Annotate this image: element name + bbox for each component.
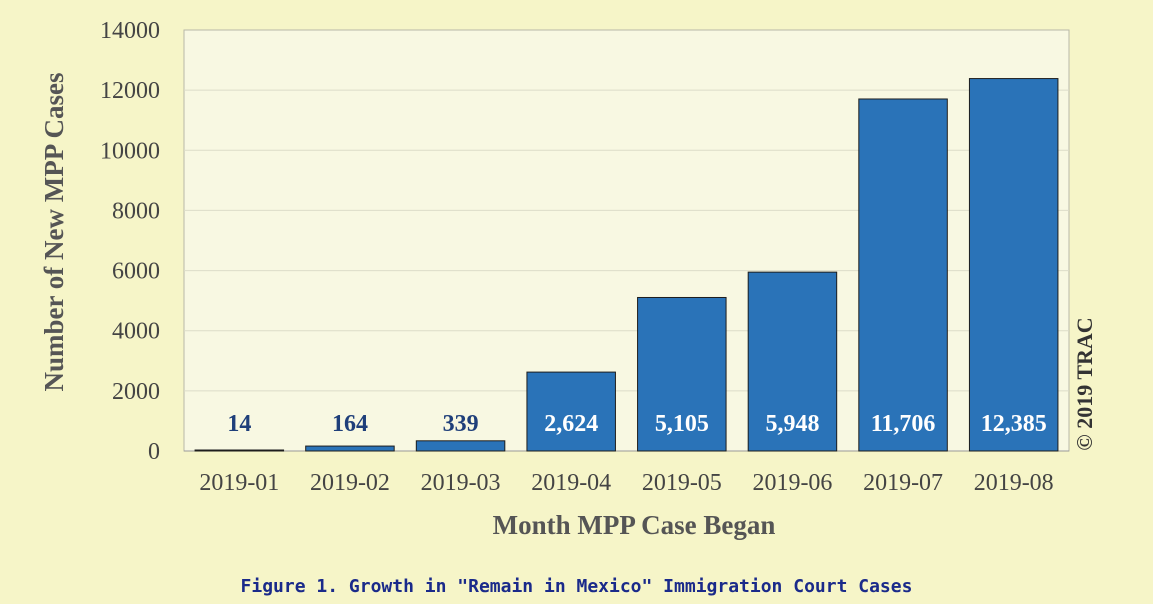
x-axis-ticks: 2019-01 2019-02 2019-03 2019-04 2019-05 2019-… <box>199 470 1053 496</box>
x-tick-label: 2019-03 <box>421 470 501 496</box>
y-tick-label: 4000 <box>112 319 160 345</box>
x-tick-label: 2019-06 <box>752 470 832 496</box>
y-tick-label: 14000 <box>100 18 160 44</box>
x-tick-label: 2019-04 <box>531 470 611 496</box>
y-tick-label: 6000 <box>112 259 160 285</box>
copyright-text: © 2019 TRAC <box>1072 317 1097 450</box>
data-label: 5,105 <box>655 411 709 437</box>
data-label: 12,385 <box>981 411 1047 437</box>
bar-2019-04 <box>526 371 616 452</box>
y-tick-label: 2000 <box>112 379 160 405</box>
bars: 14 164 339 2,624 5,105 5,948 11,706 12,385 <box>194 78 1059 452</box>
y-axis-ticks: 0 2000 4000 6000 8000 10000 12000 14000 <box>100 18 160 465</box>
figure-caption-subtitle <box>0 597 1153 604</box>
bar-2019-07 <box>858 98 948 452</box>
data-label: 11,706 <box>871 411 936 437</box>
x-axis-title: Month MPP Case Began <box>493 510 776 540</box>
bar-2019-06 <box>747 271 838 452</box>
bar-2019-05 <box>637 296 727 452</box>
bar-2019-08 <box>968 78 1059 452</box>
y-tick-label: 10000 <box>100 138 160 164</box>
figure-caption: Figure 1. Growth in "Remain in Mexico" I… <box>240 576 913 597</box>
data-label: 164 <box>332 411 368 437</box>
data-label: 339 <box>443 411 479 437</box>
x-tick-label: 2019-02 <box>310 470 390 496</box>
bar-2019-01 <box>194 449 285 452</box>
data-label: 5,948 <box>765 411 819 437</box>
bar-2019-03 <box>415 440 506 452</box>
y-tick-label: 8000 <box>112 198 160 224</box>
data-label: 14 <box>227 411 251 437</box>
bar-2019-02 <box>305 445 395 452</box>
data-label: 2,624 <box>544 411 598 437</box>
x-tick-label: 2019-08 <box>974 470 1054 496</box>
x-tick-label: 2019-07 <box>863 470 943 496</box>
y-tick-label: 0 <box>148 439 160 465</box>
y-axis-title: Number of New MPP Cases <box>39 73 69 392</box>
x-tick-label: 2019-01 <box>199 470 279 496</box>
y-tick-label: 12000 <box>100 78 160 104</box>
x-tick-label: 2019-05 <box>642 470 722 496</box>
